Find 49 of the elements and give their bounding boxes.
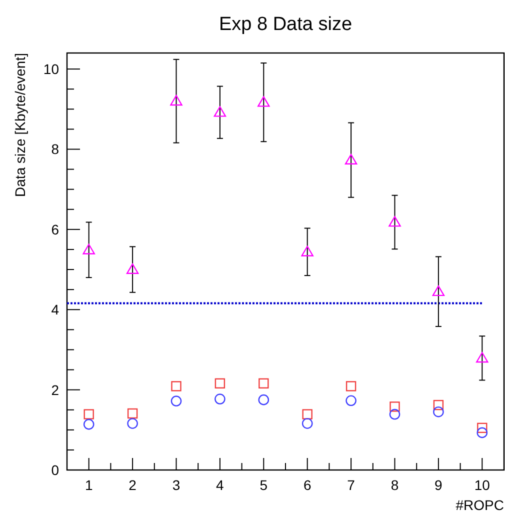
y-tick-label: 10 — [43, 61, 60, 78]
y-tick-label: 8 — [51, 141, 60, 158]
x-tick-label: 3 — [172, 477, 180, 493]
point — [477, 422, 488, 433]
point — [83, 418, 94, 430]
point — [302, 409, 312, 420]
x-tick-label: 7 — [347, 477, 356, 493]
point — [476, 427, 488, 438]
y-tick-label: 2 — [51, 382, 60, 398]
point — [82, 244, 95, 254]
x-tick-label: 10 — [474, 477, 490, 493]
point — [84, 409, 94, 420]
point — [170, 396, 182, 406]
point — [346, 381, 356, 392]
y-tick-label: 4 — [51, 302, 60, 318]
point — [344, 154, 358, 165]
y-tick-label: 6 — [51, 221, 60, 238]
x-tick-label: 1 — [84, 477, 93, 493]
point — [127, 418, 138, 429]
point — [389, 408, 400, 420]
point — [258, 378, 269, 388]
point — [301, 246, 314, 256]
point — [432, 285, 445, 296]
point — [126, 263, 139, 274]
point — [433, 400, 444, 410]
point — [476, 352, 488, 363]
x-tick-label: 4 — [216, 477, 224, 493]
x-tick-label: 5 — [260, 477, 268, 493]
y-axis-title: Data size [Kbyte/event] — [12, 53, 28, 197]
point — [214, 378, 226, 388]
point — [388, 216, 401, 227]
point — [258, 96, 270, 107]
point — [127, 408, 138, 419]
x-tick-label: 6 — [303, 477, 312, 493]
x-tick-label: 2 — [128, 477, 137, 493]
x-axis-title: #ROPC — [456, 497, 504, 513]
point — [433, 406, 444, 418]
y-tick-label: 0 — [51, 462, 60, 478]
chart-title: Exp 8 Data size — [218, 14, 352, 35]
point — [258, 394, 270, 406]
x-tick-label: 8 — [390, 477, 399, 493]
point — [302, 418, 313, 429]
point — [170, 95, 182, 106]
point — [214, 106, 226, 117]
point — [346, 395, 356, 406]
point — [390, 402, 400, 412]
point — [171, 381, 182, 392]
x-tick-label: 9 — [434, 477, 443, 493]
point — [214, 394, 226, 404]
